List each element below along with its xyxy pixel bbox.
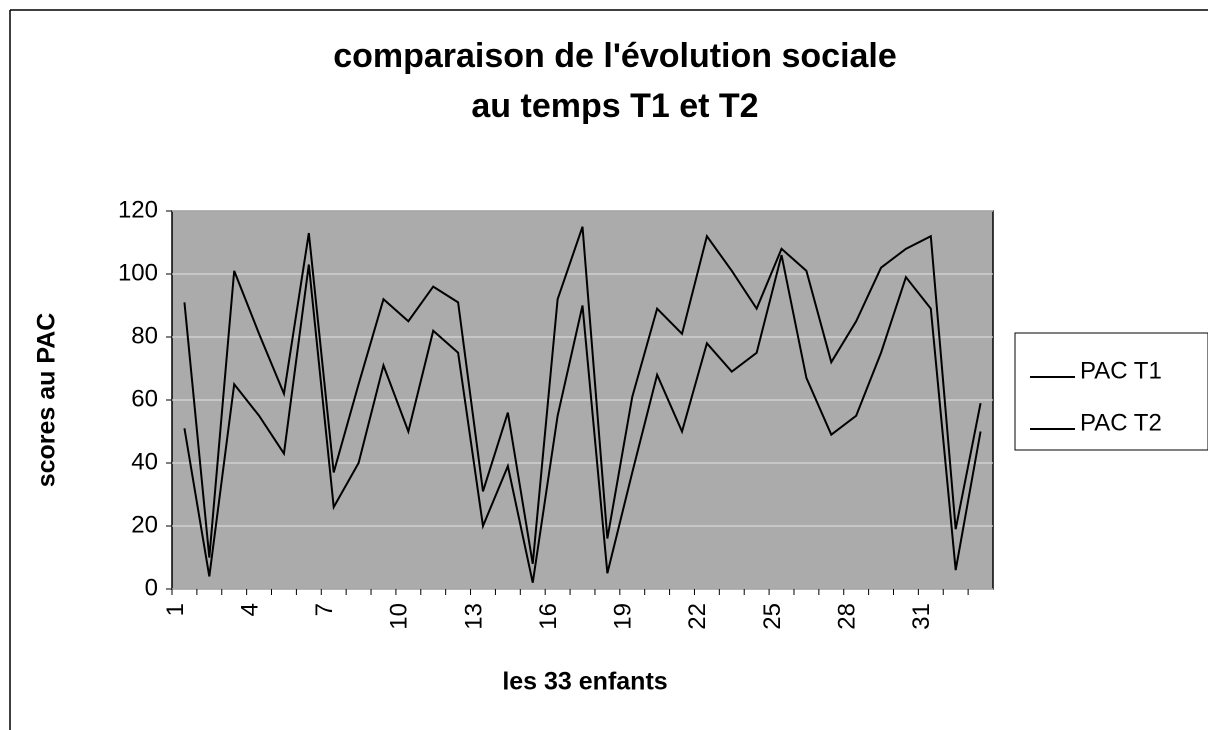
chart-title: comparaison de l'évolution sociale — [333, 37, 897, 75]
x-tick-label: 4 — [236, 603, 263, 616]
y-tick-label: 120 — [118, 196, 158, 223]
x-axis-title: les 33 enfants — [502, 668, 667, 696]
x-tick-label: 19 — [610, 603, 637, 630]
legend-label: PAC T1 — [1080, 357, 1162, 384]
y-tick-label: 80 — [131, 322, 158, 349]
y-tick-label: 100 — [118, 259, 158, 286]
series-line — [183, 226, 982, 564]
x-tick-label: 22 — [684, 603, 711, 630]
y-tick-label: 0 — [145, 574, 158, 601]
legend-box — [1014, 332, 1208, 451]
x-tick-label: 7 — [311, 603, 338, 616]
y-axis-title: scores au PAC — [33, 313, 61, 488]
x-tick-label: 10 — [386, 603, 413, 630]
series-line — [183, 254, 982, 583]
y-tick-label: 60 — [131, 385, 158, 412]
x-tick-label: 16 — [535, 603, 562, 630]
x-tick-label: 13 — [460, 603, 487, 630]
chart-title: au temps T1 et T2 — [471, 87, 758, 125]
x-tick-label: 28 — [834, 603, 861, 630]
x-tick-label: 25 — [759, 603, 786, 630]
y-tick-label: 20 — [131, 511, 158, 538]
y-tick-label: 40 — [131, 448, 158, 475]
x-tick-label: 31 — [908, 603, 935, 630]
x-tick-label: 1 — [162, 603, 189, 616]
legend-label: PAC T2 — [1080, 409, 1162, 436]
